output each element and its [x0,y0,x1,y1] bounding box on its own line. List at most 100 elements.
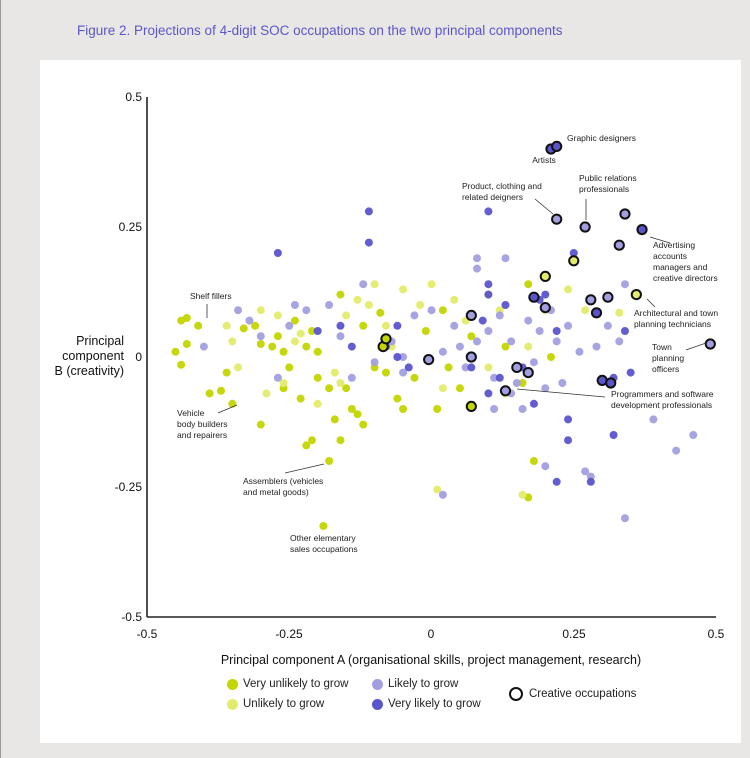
data-point-very-unlikely [336,436,345,445]
data-point-very-unlikely [205,389,214,398]
x-tick-label: -0.25 [275,627,303,641]
data-point-very-unlikely [438,306,447,315]
data-point-very-likely [478,316,487,325]
data-point-likely [399,353,408,361]
data-point-very-unlikely [313,347,322,356]
data-point-likely [473,337,482,346]
y-tick-label: 0.5 [125,90,142,104]
creative-points [377,140,716,412]
annotation-label: Graphic designers [567,133,636,143]
annotation-label: Other elementary sales occupations [290,533,358,554]
creative-occupation-point [465,309,477,321]
data-point-likely [450,321,459,330]
data-point-likely [507,337,516,346]
data-point-very-unlikely [268,342,277,351]
data-point-unlikely [256,306,265,315]
creative-occupation-point [539,270,551,282]
data-point-likely [541,384,550,393]
data-point-unlikely [296,329,305,338]
data-point-very-unlikely [308,436,317,445]
data-point-likely [495,311,504,320]
annotation-label: Vehicle body builders and repairers [177,408,228,440]
data-point-very-unlikely [182,314,191,322]
data-point-likely [581,467,590,476]
data-point-likely [427,306,436,315]
axes: 0.5 0.25 0 -0.25 -0.5 -0.5 -0.25 0 0.25 … [55,90,725,667]
data-point-likely [535,327,544,335]
figure-title: Figure 2. Projections of 4-digit SOC occ… [77,23,563,38]
data-point-very-unlikely [359,321,368,330]
data-point-very-likely [364,238,373,247]
annotation-leaders [206,198,707,474]
data-point-unlikely [615,308,624,317]
data-point-very-likely [336,321,345,330]
data-point-likely [399,368,408,377]
data-point-very-unlikely [381,368,390,377]
annotation-leader-line [516,388,606,398]
creative-occupation-point [619,208,631,220]
data-point-likely [615,337,624,346]
creative-occupation-point [579,221,591,233]
data-point-very-likely [404,363,413,372]
data-point-unlikely [381,321,390,330]
data-point-likely [473,264,482,273]
data-point-likely [290,301,299,309]
x-tick-label: 0 [428,627,435,641]
data-point-very-unlikely [279,347,288,356]
data-point-very-unlikely [308,327,317,335]
creative-occupation-point [602,291,614,303]
annotation-labels: Graphic designers Artists Product, clothin… [177,133,718,554]
creative-occupation-point [539,302,551,314]
data-point-very-unlikely [376,308,385,317]
data-point-very-likely [564,436,573,445]
data-point-very-unlikely [501,342,510,351]
creative-occupation-point [551,213,563,225]
data-point-likely [672,446,681,455]
data-point-very-likely [552,477,561,486]
data-point-likely [518,405,527,413]
annotation-label: Architectural and town planning technicia… [634,308,718,329]
data-point-very-unlikely [336,290,345,299]
data-point-unlikely [433,485,442,494]
annotation-label: Public relations professionals [579,173,637,194]
data-point-very-unlikely [330,415,339,424]
data-point-likely [359,280,368,289]
creative-occupation-point [630,289,642,301]
data-point-likely [438,490,447,499]
data-point-likely [438,347,447,356]
data-point-very-unlikely [302,441,311,450]
data-point-very-likely [541,290,550,299]
data-point-very-unlikely [347,405,356,413]
data-point-likely [484,327,493,335]
data-point-likely [410,311,419,320]
legend-item-very-likely: Very likely to grow [372,698,481,710]
data-point-likely [336,332,345,341]
data-point-likely [455,342,464,351]
data-point-very-unlikely [393,394,402,403]
legend-item-very-unlikely: Very unlikely to grow [227,678,348,690]
creative-occupation-point [465,351,477,363]
annotation-label: Shelf fillers [190,291,232,301]
legend-label: Very unlikely to grow [243,678,349,690]
data-point-likely [529,358,538,367]
data-point-likely [461,363,470,372]
data-point-unlikely [564,285,573,294]
data-point-unlikely [273,311,282,320]
data-point-very-unlikely [319,522,328,530]
data-point-very-unlikely [353,410,362,419]
data-point-very-unlikely [467,332,476,341]
data-point-likely [285,321,294,330]
data-point-likely [490,373,499,382]
data-point-very-likely [484,290,493,299]
annotation-leader-line [646,298,656,308]
creative-occupation-point [511,361,523,373]
data-point-very-likely [484,207,493,216]
data-point-very-likely [364,207,373,216]
legend-label: Creative occupations [529,688,637,700]
data-point-very-likely [609,431,618,439]
legend-label: Likely to grow [388,678,459,690]
annotation-label: Town planning officers [652,342,684,374]
data-point-unlikely [399,285,408,294]
y-axis-title: Principal component B (creativity) [55,334,125,378]
data-point-unlikely [353,295,362,304]
